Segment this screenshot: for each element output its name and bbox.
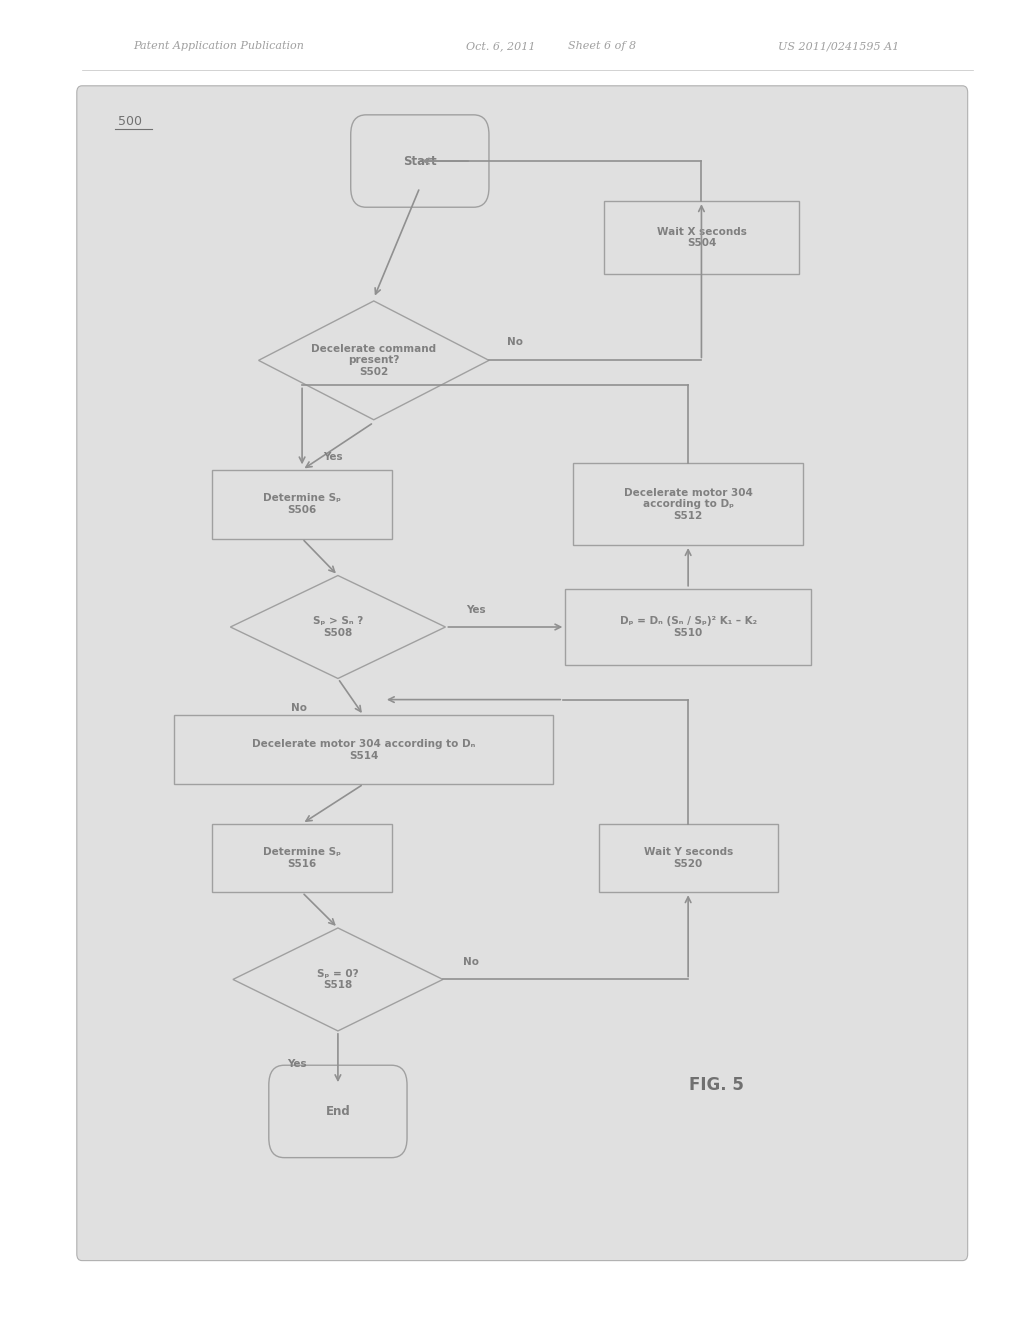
FancyBboxPatch shape [350,115,489,207]
FancyBboxPatch shape [573,463,803,545]
FancyBboxPatch shape [565,589,811,665]
Polygon shape [233,928,442,1031]
FancyBboxPatch shape [268,1065,408,1158]
Text: FIG. 5: FIG. 5 [689,1076,744,1094]
FancyBboxPatch shape [598,824,778,892]
Text: Wait X seconds
S504: Wait X seconds S504 [656,227,746,248]
Text: No: No [463,957,479,968]
Text: Oct. 6, 2011: Oct. 6, 2011 [466,41,536,51]
Text: Decelerate motor 304 according to Dₙ
S514: Decelerate motor 304 according to Dₙ S51… [252,739,475,760]
Text: Dₚ = Dₙ (Sₙ / Sₚ)² K₁ – K₂
S510: Dₚ = Dₙ (Sₙ / Sₚ)² K₁ – K₂ S510 [620,616,757,638]
FancyBboxPatch shape [174,715,553,784]
Text: Decelerate motor 304
according to Dₚ
S512: Decelerate motor 304 according to Dₚ S51… [624,487,753,521]
Text: Sₚ = 0?
S518: Sₚ = 0? S518 [317,969,358,990]
Text: Yes: Yes [323,451,343,462]
Polygon shape [230,576,445,678]
Text: Sₚ > Sₙ ?
S508: Sₚ > Sₙ ? S508 [312,616,364,638]
Text: Determine Sₚ
S516: Determine Sₚ S516 [263,847,341,869]
Text: Wait Y seconds
S520: Wait Y seconds S520 [643,847,733,869]
Text: Determine Sₚ
S506: Determine Sₚ S506 [263,494,341,515]
Text: Decelerate command
present?
S502: Decelerate command present? S502 [311,343,436,378]
Polygon shape [258,301,489,420]
Text: Start: Start [403,154,436,168]
Text: No: No [291,702,307,713]
Text: 500: 500 [118,115,141,128]
Text: No: No [508,337,523,347]
Text: Yes: Yes [287,1059,307,1069]
Text: Yes: Yes [466,605,485,615]
Text: End: End [326,1105,350,1118]
Text: Sheet 6 of 8: Sheet 6 of 8 [568,41,637,51]
FancyBboxPatch shape [77,86,968,1261]
FancyBboxPatch shape [213,824,391,892]
FancyBboxPatch shape [213,470,391,539]
FancyBboxPatch shape [604,201,799,275]
Text: Patent Application Publication: Patent Application Publication [133,41,304,51]
Text: US 2011/0241595 A1: US 2011/0241595 A1 [778,41,899,51]
